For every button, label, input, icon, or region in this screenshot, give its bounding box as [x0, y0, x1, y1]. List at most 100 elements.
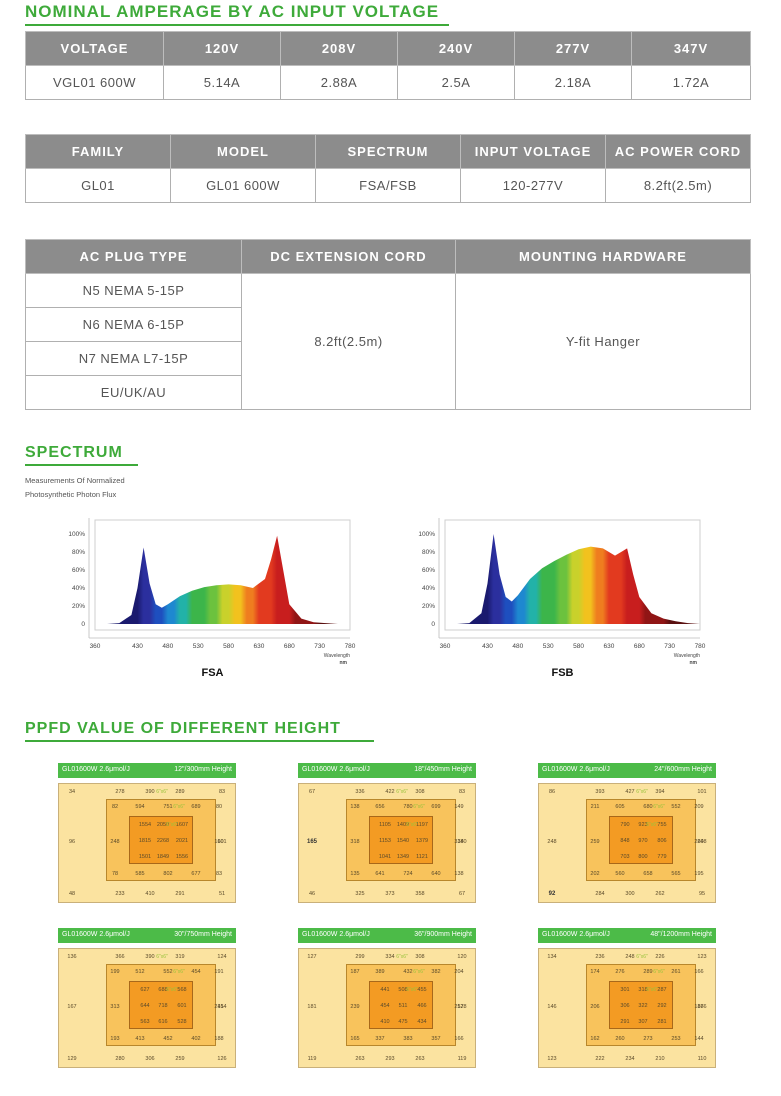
- ppfd-value: 234: [625, 1056, 635, 1062]
- ppfd-value: 393: [595, 789, 605, 795]
- ppfd-inner-zone: 627 688 568 644 718 601 563 616 528 6"x6": [129, 981, 193, 1029]
- ppfd-card-height: 18"/450mm Height: [414, 766, 472, 773]
- ppfd-value: 202: [590, 871, 600, 877]
- ppfd-value: 210: [655, 1056, 665, 1062]
- ppfd-value: 1554: [138, 822, 152, 828]
- product-table: FAMILY MODEL SPECTRUM INPUT VOLTAGE AC P…: [25, 134, 751, 203]
- x-tick-label: 630: [253, 643, 264, 650]
- product-header-input-voltage: INPUT VOLTAGE: [460, 134, 606, 169]
- ppfd-value: 199: [110, 969, 120, 975]
- ppfd-inner-zone: 1554 2050 1607 1815 2268 2021 1501 1849 1556 6"x6…: [129, 816, 193, 864]
- ppfd-value: 86: [548, 789, 556, 795]
- ppfd-value: 802: [163, 871, 173, 877]
- ppfd-outer-zone: 86 393 427 394 101 248 248 92 284 300 262 95 6"x6" 21…: [538, 783, 716, 903]
- amperage-header-347v: 347V: [631, 31, 751, 66]
- x-tick-label: 680: [634, 643, 645, 650]
- x-tick-label: 430: [482, 643, 493, 650]
- ppfd-card-model: GL01600W 2.6μmol/J: [302, 766, 370, 773]
- ppfd-value: 508: [398, 987, 408, 993]
- ppfd-value: 751: [163, 804, 173, 810]
- ppfd-value: 83: [458, 789, 466, 795]
- y-tick-label: 0: [431, 621, 435, 628]
- ppfd-value: 1121: [416, 854, 428, 860]
- ppfd-value: 6"x6": [653, 969, 665, 975]
- spectrum-series-area: [107, 535, 350, 624]
- ppfd-value: 2050: [156, 822, 170, 828]
- ppfd-value: 6"x6": [166, 822, 178, 828]
- ppfd-value: 6"x6": [173, 804, 185, 810]
- accessories-header-plug: AC PLUG TYPE: [25, 239, 242, 274]
- ppfd-value: 366: [115, 954, 125, 960]
- ppfd-value: 688: [158, 987, 168, 993]
- ppfd-value: 291: [175, 891, 185, 897]
- ppfd-value: 1556: [175, 854, 189, 860]
- ppfd-value: 101: [697, 789, 707, 795]
- ppfd-value: 289: [643, 969, 653, 975]
- ppfd-value: 160: [214, 839, 224, 845]
- ppfd-value: 167: [67, 1004, 77, 1010]
- ppfd-value: 126: [217, 1056, 227, 1062]
- ppfd-value: 34: [68, 789, 76, 795]
- spectrum-subtitle: Measurements Of Normalized Photosyntheti…: [25, 474, 125, 502]
- ppfd-value: 1501: [138, 854, 152, 860]
- ppfd-value: 259: [175, 1056, 185, 1062]
- ppfd-value: 78: [111, 871, 119, 877]
- ppfd-value: 273: [643, 1036, 653, 1042]
- ppfd-value: 252: [454, 1004, 464, 1010]
- ppfd-value: 454: [191, 969, 201, 975]
- plug-type-n5: N5 NEMA 5-15P: [25, 273, 242, 308]
- ppfd-value: 6"x6": [396, 954, 408, 960]
- spectrum-chart-fsa-svg: 0 20% 40% 60% 80% 100% 360 430 480 530 580 630 680 73…: [68, 518, 356, 679]
- ppfd-value: 319: [175, 954, 185, 960]
- ppfd-value: 452: [163, 1036, 173, 1042]
- ppfd-card-model: GL01600W 2.6μmol/J: [542, 931, 610, 938]
- ppfd-value: 166: [694, 969, 704, 975]
- ppfd-value: 83: [218, 789, 226, 795]
- ppfd-value: 334: [385, 954, 395, 960]
- ppfd-value: 644: [140, 1003, 150, 1009]
- ppfd-title-underline: [25, 740, 374, 742]
- ppfd-value: 123: [547, 1056, 557, 1062]
- ppfd-card-model: GL01600W 2.6μmol/J: [302, 931, 370, 938]
- ppfd-value: 191: [214, 969, 224, 975]
- ppfd-value: 174: [590, 969, 600, 975]
- y-tick-label: 100%: [68, 531, 85, 538]
- ppfd-value: 6"x6": [406, 822, 418, 828]
- ppfd-value: 703: [620, 854, 630, 860]
- ppfd-value: 605: [615, 804, 625, 810]
- spectrum-chart-fsa: 0 20% 40% 60% 80% 100% 360 430 480 530 580 630 680 73…: [55, 515, 365, 685]
- ppfd-value: 253: [671, 1036, 681, 1042]
- x-axis-label: Wavelength: [674, 653, 700, 659]
- spectrum-title: SPECTRUM: [25, 444, 138, 466]
- ppfd-value: 1041: [378, 854, 392, 860]
- ppfd-mid-zone: 187 389 432 382 204 239 252 165 337 383 357 166 6"x6…: [346, 964, 464, 1046]
- ppfd-value: 337: [375, 1036, 385, 1042]
- ppfd-value: 209: [694, 804, 704, 810]
- ppfd-value: 162: [590, 1036, 600, 1042]
- ppfd-value: 455: [417, 987, 427, 993]
- ppfd-value: 204: [454, 969, 464, 975]
- amperage-header-240v: 240V: [397, 31, 515, 66]
- ppfd-value: 178: [457, 1004, 467, 1010]
- spectrum-chart-fsb-svg: 0 20% 40% 60% 80% 100% 360 430 480 530 580 630 680 73…: [418, 518, 706, 679]
- ppfd-value: 6"x6": [413, 969, 425, 975]
- product-cell-spectrum: FSA/FSB: [315, 168, 461, 203]
- ppfd-value: 146: [547, 1004, 557, 1010]
- amperage-cell-208v: 2.88A: [280, 65, 398, 100]
- ppfd-value: 262: [655, 891, 665, 897]
- ppfd-value: 800: [638, 854, 648, 860]
- ppfd-value: 1105: [379, 822, 391, 828]
- ppfd-value: 292: [657, 1003, 667, 1009]
- ppfd-value: 2268: [156, 838, 170, 844]
- ppfd-outer-zone: 34 278 390 289 83 96 101 48 233 410 291 51 6"x6" 82 59…: [58, 783, 236, 903]
- ppfd-value: 308: [415, 789, 425, 795]
- ppfd-value: 594: [135, 804, 145, 810]
- ppfd-value: 193: [110, 1036, 120, 1042]
- x-tick-label: 730: [664, 643, 675, 650]
- ppfd-value: 263: [415, 1056, 425, 1062]
- ppfd-value: 154: [217, 1004, 227, 1010]
- ppfd-value: 82: [111, 804, 119, 810]
- spectrum-subtitle-line2: Photosynthetic Photon Flux: [25, 490, 117, 499]
- x-tick-label: 680: [284, 643, 295, 650]
- ppfd-value: 1379: [415, 838, 429, 844]
